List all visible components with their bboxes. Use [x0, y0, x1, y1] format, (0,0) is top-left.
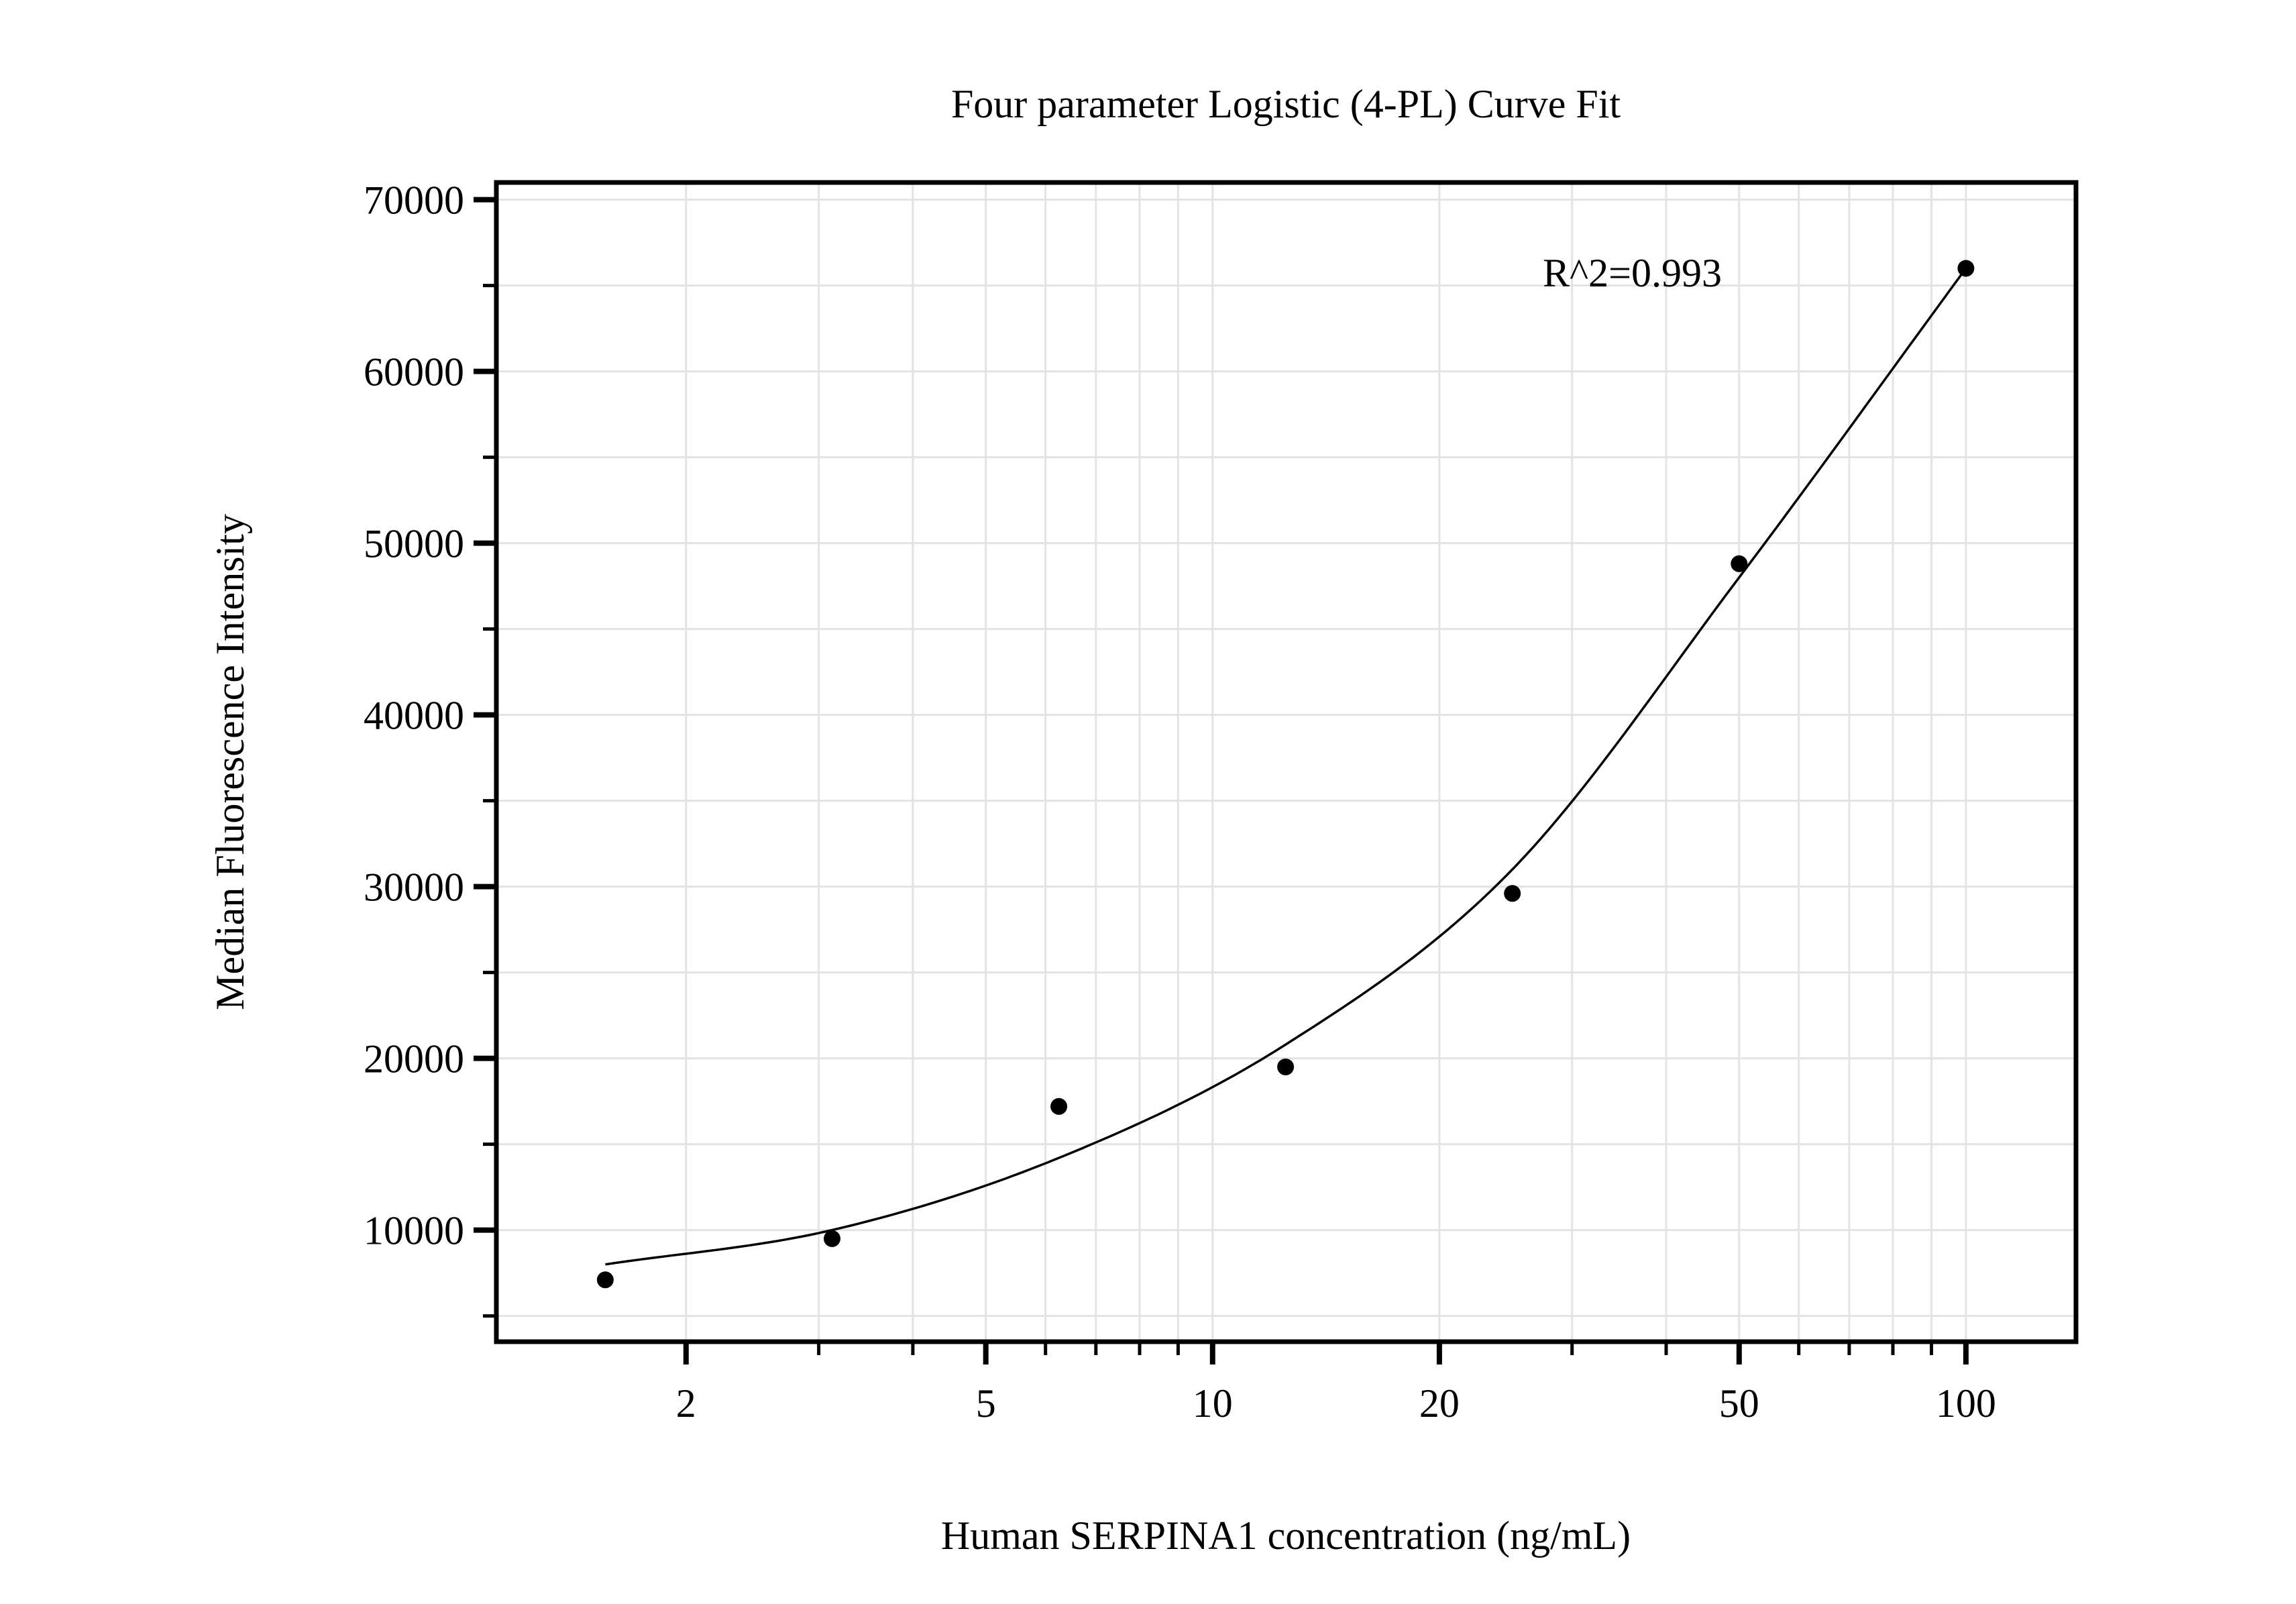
x-tick-label: 50: [1719, 1381, 1759, 1426]
y-tick-label: 40000: [364, 694, 464, 738]
r-squared-annotation: R^2=0.993: [1543, 251, 1723, 295]
data-point: [596, 1271, 614, 1289]
data-point: [824, 1230, 840, 1247]
y-tick-label: 50000: [364, 522, 464, 566]
y-axis-title: Median Fluorescence Intensity: [208, 514, 252, 1010]
x-tick-label: 100: [1936, 1381, 1996, 1426]
y-tick-label: 10000: [364, 1209, 464, 1253]
data-points: [596, 260, 1975, 1289]
axis-ticks: [474, 197, 1969, 1365]
y-tick-label: 70000: [364, 178, 464, 223]
tick-labels: 10000 20000 30000 40000 50000 60000 70000 2 5 10 2…: [364, 178, 1996, 1426]
y-tick-label: 20000: [364, 1037, 464, 1081]
x-tick-label: 5: [976, 1381, 996, 1426]
data-point: [1957, 260, 1975, 277]
chart-title: Four parameter Logistic (4-PL) Curve Fit: [950, 82, 1621, 126]
gridlines: [496, 182, 2076, 1342]
plot-frame: [494, 180, 2079, 1344]
y-tick-label: 30000: [364, 865, 464, 910]
x-axis-title: Human SERPINA1 concentration (ng/mL): [940, 1513, 1631, 1558]
fit-curve: [605, 267, 1967, 1266]
data-point: [1504, 885, 1521, 902]
data-point: [1731, 555, 1748, 572]
x-tick-label: 10: [1193, 1381, 1233, 1426]
x-tick-label: 20: [1419, 1381, 1460, 1426]
x-tick-label: 2: [676, 1381, 696, 1426]
y-tick-label: 60000: [364, 350, 464, 394]
data-point: [1277, 1058, 1295, 1075]
data-point: [1050, 1098, 1068, 1115]
